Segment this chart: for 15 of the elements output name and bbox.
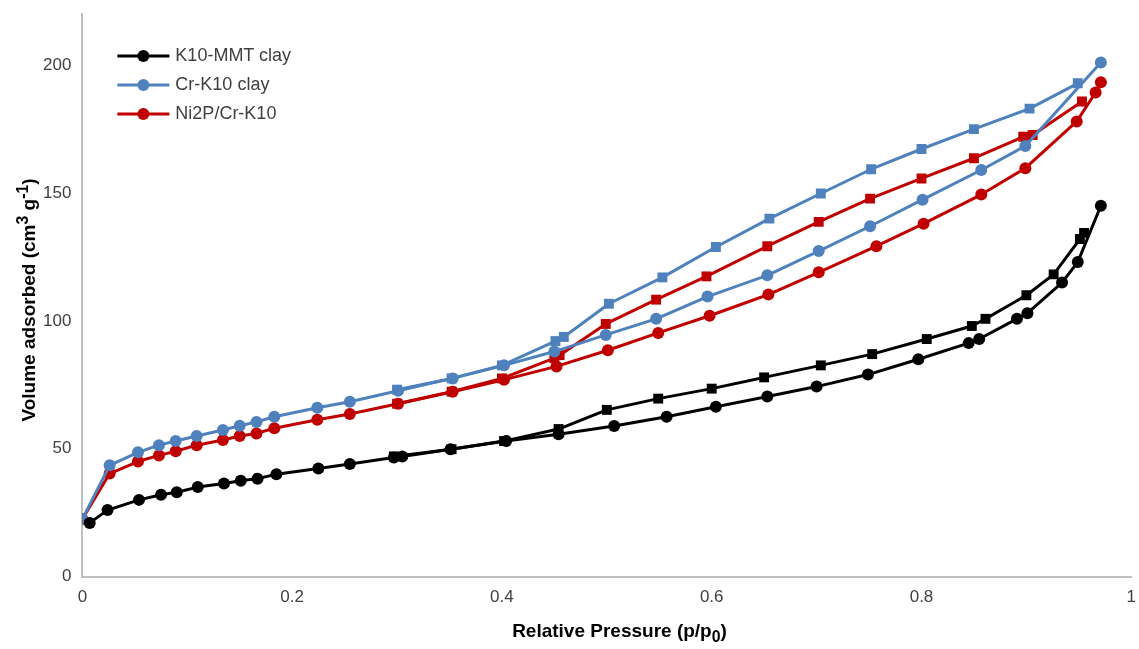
x-tick-label: 0.6 [699, 587, 724, 607]
x-tick-label: 0.2 [280, 587, 304, 607]
legend-label: Cr-K10 clay [175, 73, 270, 94]
legend-label: K10-MMT clay [175, 44, 292, 65]
x-tick-label: 0 [77, 587, 88, 607]
y-tick-label: 150 [42, 182, 72, 202]
y-tick-label: 50 [52, 438, 72, 458]
x-tick-label: 0.8 [909, 587, 934, 607]
x-axis-title: Relative Pressure (p/p$_{0}$) [511, 620, 728, 646]
legend-label: Ni2P/Cr-K10 [175, 102, 277, 123]
y-tick-label: 200 [42, 54, 72, 74]
y-tick-label: 0 [61, 566, 72, 586]
x-tick-label: 1 [1126, 587, 1137, 607]
y-tick-label: 100 [42, 310, 72, 330]
x-tick-label: 0.4 [490, 587, 514, 607]
